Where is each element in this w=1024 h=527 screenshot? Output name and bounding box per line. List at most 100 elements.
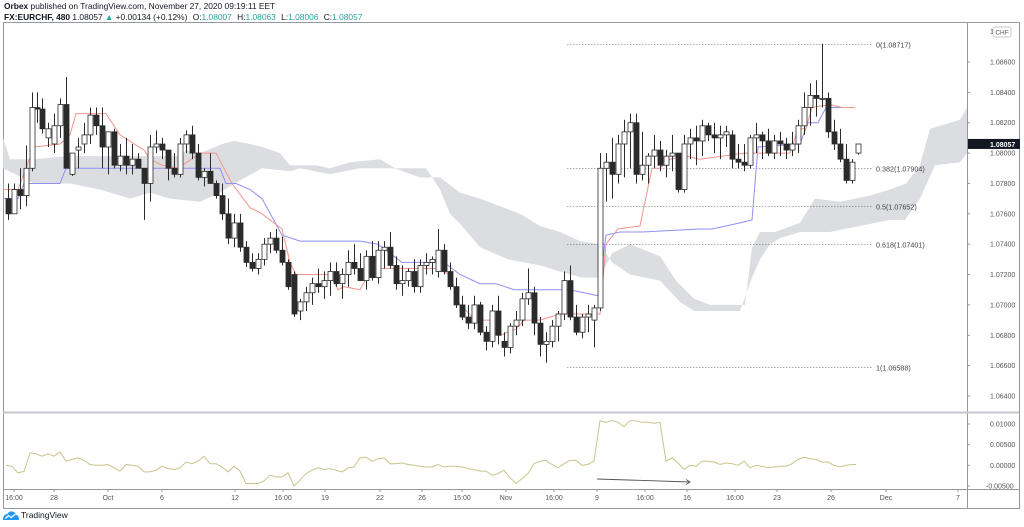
candle	[261, 243, 268, 260]
candle	[207, 170, 214, 184]
price-tick-label: 1.08600	[990, 60, 1015, 67]
candle	[501, 340, 508, 348]
tenkan-sen-line	[3, 103, 855, 336]
price-tick-label: 1.07600	[990, 211, 1015, 218]
trend-arrow-line[interactable]	[596, 478, 691, 483]
candle	[327, 271, 334, 282]
candle	[423, 262, 430, 266]
candle	[687, 137, 694, 145]
candle	[651, 149, 658, 157]
time-tick-label: 28	[50, 495, 58, 502]
candle	[171, 167, 178, 175]
candlestick-series	[5, 43, 862, 363]
price-tick-label: 1.07000	[990, 302, 1015, 309]
candle	[447, 271, 454, 288]
candle	[531, 292, 538, 324]
candle	[435, 249, 442, 272]
candle	[741, 161, 748, 166]
candle	[465, 316, 472, 324]
price-tick-label: 1.08400	[990, 90, 1015, 97]
candle	[591, 307, 598, 321]
candle	[537, 322, 544, 345]
candle	[351, 262, 358, 269]
candle	[819, 98, 826, 100]
currency-badge[interactable]	[992, 26, 1012, 38]
candle	[639, 164, 646, 175]
tradingview-branding[interactable]: TradingView	[3, 510, 68, 520]
time-tick-label: 16	[683, 495, 691, 502]
candle	[489, 310, 496, 342]
kijun-sen-line	[3, 107, 855, 297]
candle	[333, 271, 340, 285]
candle	[417, 265, 424, 288]
candle	[477, 304, 484, 333]
symbol-label[interactable]: FX:EURCHF, 480	[4, 11, 71, 22]
time-tick-label: Nov	[500, 495, 513, 502]
fibonacci-retracement[interactable]: 0(1.08717) 0.382(1.07904) 0.5(1.07652) 0.61…	[567, 41, 925, 373]
tradingview-logo-icon	[3, 510, 19, 520]
candle	[309, 283, 316, 294]
candle	[603, 161, 610, 169]
price-axis[interactable]: 1.08600 1.08400 1.08200 1.08000 1.07800 1.076…	[967, 29, 1015, 401]
candle	[789, 143, 796, 151]
chart-frame	[3, 22, 1020, 509]
oscillator-line	[5, 420, 856, 487]
candle	[63, 104, 70, 169]
change-value: +0.00134 (+0.12%)	[115, 11, 188, 22]
candle	[23, 167, 30, 197]
oscillator-tick-label: 0.00000	[990, 463, 1015, 470]
candle	[807, 95, 814, 108]
candle	[195, 152, 202, 178]
candle	[219, 195, 226, 215]
candle	[519, 298, 526, 321]
time-axis[interactable]: 16:00 28 Oct 6 12 16:00 19 22 26 15:00 Nov 16:00 9 16…	[5, 489, 960, 502]
candle	[225, 213, 232, 239]
arrow-head-icon	[685, 479, 691, 485]
candle	[93, 114, 100, 127]
candle	[57, 104, 64, 127]
candle	[279, 249, 286, 263]
candle	[471, 304, 478, 324]
candle	[399, 280, 406, 285]
time-tick-label: Dec	[880, 495, 893, 502]
last-price: 1.08057	[72, 11, 103, 22]
price-tick-label: 1.07200	[990, 272, 1015, 279]
candle	[201, 170, 208, 178]
candle	[123, 155, 130, 166]
candle	[801, 107, 808, 127]
candle	[747, 137, 754, 166]
fib-level-label: 0.5(1.07652)	[876, 203, 917, 212]
chart-header: Orbex published on TradingView.com, Nove…	[4, 1, 362, 22]
candle	[573, 316, 580, 333]
fib-level-label: 0.382(1.07904)	[876, 165, 925, 174]
time-tick-label: 26	[827, 495, 835, 502]
candle	[321, 280, 328, 288]
candle	[795, 125, 802, 145]
candle	[291, 274, 298, 315]
candle	[249, 262, 256, 269]
oscillator-axis[interactable]: 0.01000 0.00500 0.00000 -0.00500	[967, 422, 1015, 491]
high-value: 1.08063	[245, 11, 276, 22]
candle	[657, 149, 664, 166]
candle	[759, 134, 766, 142]
candle	[495, 310, 502, 336]
candle	[363, 255, 370, 282]
price-tick-label: 1.07800	[990, 181, 1015, 188]
oscillator-pane	[5, 420, 856, 487]
candle	[411, 271, 418, 288]
candle	[483, 331, 490, 342]
candle	[627, 122, 634, 133]
ichimoku-lines	[3, 103, 855, 336]
candle	[183, 134, 190, 145]
candle	[843, 158, 850, 181]
candle	[117, 155, 124, 166]
candle	[609, 161, 616, 175]
time-tick-label: Oct	[103, 495, 114, 502]
candle	[111, 131, 118, 166]
time-tick-label: 7	[956, 495, 960, 502]
candle	[621, 131, 628, 145]
candle	[81, 134, 88, 145]
ichimoku-cloud	[3, 107, 967, 311]
candle	[189, 134, 196, 154]
